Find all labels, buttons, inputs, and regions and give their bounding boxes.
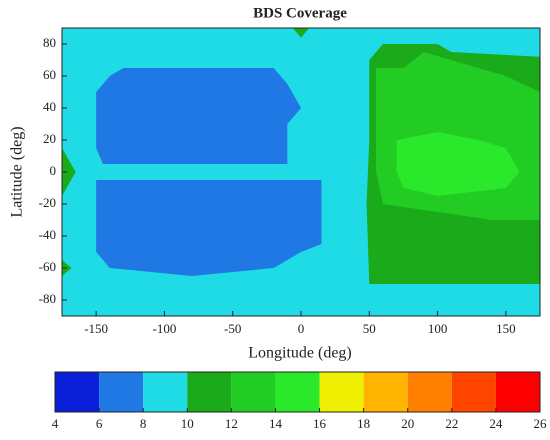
colorbar-swatch: [407, 372, 452, 412]
coverage-region: [96, 68, 302, 164]
x-tick-label: 150: [496, 321, 516, 336]
colorbar-tick-label: 6: [96, 416, 103, 431]
colorbar-swatch: [99, 372, 144, 412]
colorbar-tick-label: 22: [445, 416, 458, 431]
y-tick-label: -60: [39, 259, 56, 274]
y-tick-label: 20: [43, 131, 56, 146]
colorbar-swatch: [143, 372, 188, 412]
colorbar-tick-label: 20: [401, 416, 414, 431]
coverage-region: [96, 180, 322, 276]
y-tick-label: -80: [39, 291, 56, 306]
colorbar-tick-label: 4: [52, 416, 59, 431]
y-tick-label: -20: [39, 195, 56, 210]
chart-title: BDS Coverage: [253, 5, 347, 21]
colorbar-swatch: [363, 372, 408, 412]
colorbar-swatch: [495, 372, 540, 412]
colorbar-swatch: [451, 372, 496, 412]
y-tick-label: -40: [39, 227, 56, 242]
y-tick-label: 60: [43, 67, 56, 82]
colorbar-tick-label: 26: [534, 416, 548, 431]
y-tick-label: 80: [43, 35, 56, 50]
y-axis-label: Latitude (deg): [9, 126, 26, 217]
plot-area: [62, 28, 540, 316]
colorbar-frame: [54, 371, 541, 413]
coverage-region: [292, 28, 310, 38]
axes: -150 -100 -50 0 50 100 150 -80 -60 -40 -20 0 20 40 60 8…: [39, 27, 541, 336]
y-tick-label: 40: [43, 99, 56, 114]
colorbar-swatch: [187, 372, 232, 412]
colorbar-tick-label: 16: [313, 416, 327, 431]
x-tick-label: -50: [224, 321, 241, 336]
x-tick-label: 100: [428, 321, 448, 336]
y-tick-label: 0: [50, 163, 57, 178]
colorbar-swatch: [231, 372, 276, 412]
colorbar-swatch: [275, 372, 320, 412]
x-tick-label: 50: [363, 321, 376, 336]
colorbar-tick-label: 14: [269, 416, 283, 431]
colorbar-swatch: [55, 372, 100, 412]
x-tick-label: 0: [298, 321, 305, 336]
x-tick-label: -100: [153, 321, 177, 336]
coverage-region: [396, 132, 520, 196]
colorbar-tick-label: 12: [225, 416, 238, 431]
colorbar-tick-label: 24: [489, 416, 503, 431]
coverage-region: [62, 148, 76, 196]
colorbar-tick-label: 18: [357, 416, 370, 431]
x-axis-label: Longitude (deg): [248, 345, 352, 362]
colorbar-tick-label: 10: [181, 416, 194, 431]
x-tick-label: -150: [84, 321, 108, 336]
colorbar-swatch: [319, 372, 364, 412]
colorbar-tick-label: 8: [140, 416, 147, 431]
